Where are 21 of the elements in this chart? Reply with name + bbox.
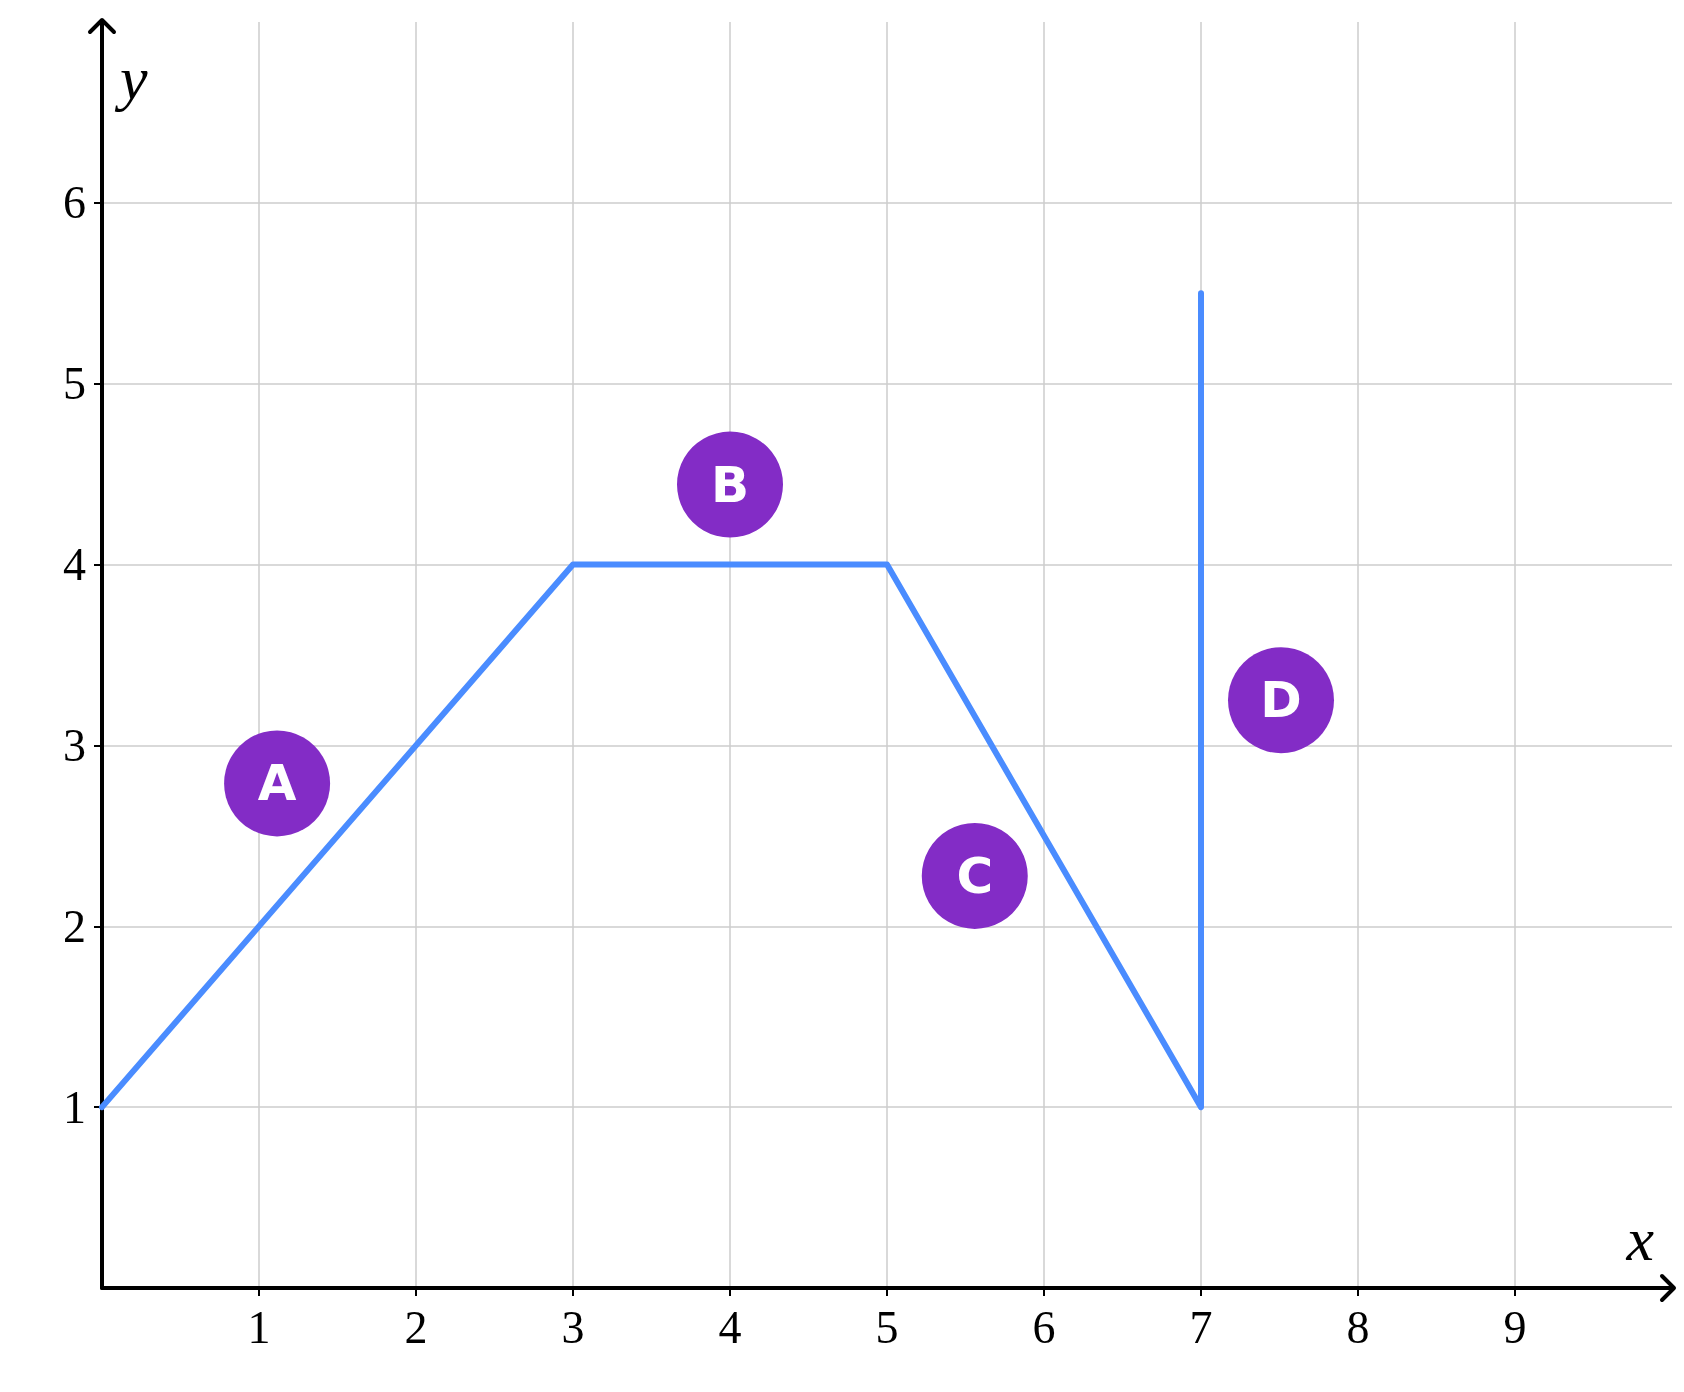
y-tick-label: 2	[63, 900, 86, 952]
x-tick-label: 4	[718, 1301, 742, 1353]
y-tick-label: 3	[63, 719, 86, 771]
x-tick-label: 8	[1346, 1301, 1370, 1353]
y-tick-label: 1	[63, 1081, 86, 1133]
y-tick-label: 6	[63, 177, 86, 229]
x-axis-title: x	[1625, 1205, 1655, 1273]
annotation: B	[710, 455, 750, 514]
x-tick-label: 3	[561, 1301, 585, 1353]
y-axis-title: y	[114, 44, 148, 112]
annotation: D	[1260, 671, 1302, 730]
y-tick-label: 5	[63, 358, 86, 410]
annotation: C	[956, 846, 994, 905]
y-tick-label: 4	[63, 539, 86, 591]
x-tick-label: 7	[1189, 1301, 1213, 1353]
annotation: A	[257, 754, 297, 813]
x-tick-label: 2	[404, 1301, 428, 1353]
x-tick-label: 5	[875, 1301, 899, 1353]
x-tick-label: 9	[1503, 1301, 1527, 1353]
x-tick-label: 6	[1032, 1301, 1056, 1353]
x-tick-label: 1	[247, 1301, 271, 1353]
